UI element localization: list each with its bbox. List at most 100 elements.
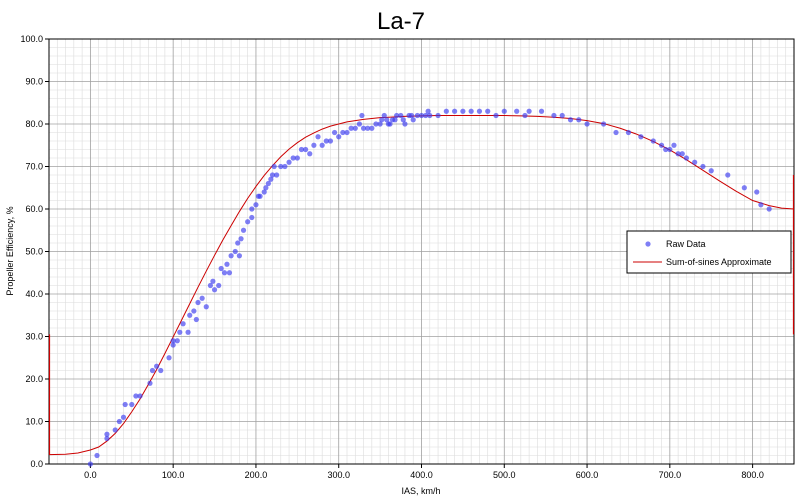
x-tick-label: 500.0 bbox=[493, 470, 516, 480]
data-point bbox=[384, 117, 390, 123]
x-tick-label: 800.0 bbox=[741, 470, 764, 480]
data-point bbox=[576, 117, 582, 123]
data-point bbox=[408, 112, 415, 119]
data-point bbox=[551, 112, 557, 119]
data-point bbox=[170, 342, 176, 348]
y-tick-label: 90.0 bbox=[25, 77, 43, 87]
data-point bbox=[207, 282, 214, 289]
data-point bbox=[238, 236, 244, 242]
data-point bbox=[154, 363, 160, 369]
data-point bbox=[122, 401, 128, 408]
data-point bbox=[667, 146, 673, 153]
legend-label-fit: Sum-of-sines Approximate bbox=[666, 257, 772, 267]
data-point bbox=[235, 240, 241, 246]
data-point bbox=[319, 142, 325, 148]
data-point bbox=[236, 253, 242, 259]
data-point bbox=[522, 112, 528, 119]
data-point bbox=[137, 393, 143, 399]
data-point bbox=[360, 125, 367, 131]
data-point bbox=[269, 172, 276, 178]
data-point bbox=[613, 129, 619, 136]
data-point bbox=[261, 189, 267, 195]
y-tick-label: 50.0 bbox=[25, 247, 43, 257]
data-point bbox=[379, 117, 385, 123]
data-point bbox=[147, 380, 153, 386]
data-point bbox=[501, 108, 507, 114]
data-point bbox=[311, 142, 317, 148]
x-tick-label: 600.0 bbox=[576, 470, 599, 480]
data-point bbox=[359, 112, 365, 119]
x-axis-label: IAS, km/h bbox=[401, 486, 440, 496]
data-point bbox=[218, 265, 224, 272]
data-point bbox=[331, 129, 338, 136]
y-tick-label: 70.0 bbox=[25, 162, 43, 172]
y-tick-label: 0.0 bbox=[30, 459, 43, 469]
data-point bbox=[185, 329, 191, 335]
data-point bbox=[394, 112, 400, 119]
data-point bbox=[249, 214, 255, 221]
data-point bbox=[263, 185, 269, 191]
y-tick-label: 60.0 bbox=[25, 204, 43, 214]
x-tick-label: 400.0 bbox=[410, 470, 433, 480]
legend-marker-raw-data bbox=[645, 241, 651, 247]
data-point bbox=[381, 112, 387, 119]
data-point bbox=[526, 108, 532, 114]
data-point bbox=[485, 108, 491, 114]
data-point bbox=[133, 393, 139, 399]
data-point bbox=[87, 461, 93, 467]
data-point bbox=[271, 163, 277, 170]
data-point bbox=[290, 155, 296, 161]
data-point bbox=[210, 278, 216, 284]
data-point bbox=[340, 129, 346, 136]
y-tick-label: 30.0 bbox=[25, 332, 43, 342]
data-point bbox=[766, 206, 772, 212]
data-point bbox=[170, 338, 176, 344]
data-point bbox=[94, 452, 100, 459]
data-point bbox=[514, 108, 520, 114]
data-point bbox=[377, 121, 383, 127]
data-point bbox=[199, 295, 205, 301]
data-point bbox=[398, 112, 404, 119]
legend-label-raw-data: Raw Data bbox=[666, 239, 706, 249]
data-point bbox=[336, 134, 342, 140]
data-point bbox=[443, 108, 449, 114]
data-point bbox=[387, 121, 393, 127]
data-point bbox=[226, 270, 233, 276]
data-point bbox=[298, 146, 305, 153]
data-point bbox=[468, 108, 474, 114]
data-point bbox=[348, 125, 354, 131]
data-point bbox=[216, 282, 222, 289]
data-point bbox=[203, 304, 209, 310]
data-point bbox=[625, 129, 632, 136]
y-tick-label: 40.0 bbox=[25, 289, 43, 299]
data-point bbox=[149, 367, 156, 374]
data-point bbox=[274, 172, 280, 178]
data-point bbox=[104, 435, 110, 442]
data-point bbox=[414, 112, 420, 119]
data-point bbox=[410, 117, 416, 123]
data-point bbox=[671, 142, 677, 148]
data-point bbox=[166, 355, 172, 361]
data-point bbox=[294, 155, 300, 161]
data-point bbox=[402, 121, 408, 127]
data-point bbox=[129, 401, 135, 408]
chart-title: La-7 bbox=[377, 8, 425, 35]
data-point bbox=[567, 117, 574, 123]
data-point bbox=[315, 134, 321, 140]
data-point bbox=[708, 168, 714, 174]
data-point bbox=[758, 202, 764, 208]
data-point bbox=[400, 117, 406, 123]
data-point bbox=[191, 308, 197, 314]
data-point bbox=[180, 321, 186, 327]
data-point bbox=[741, 185, 747, 191]
data-point bbox=[187, 312, 193, 318]
data-point bbox=[352, 125, 358, 131]
data-point bbox=[158, 367, 164, 374]
x-tick-label: 300.0 bbox=[327, 470, 350, 480]
data-point bbox=[211, 287, 218, 293]
data-point bbox=[265, 180, 271, 187]
data-point bbox=[268, 176, 274, 182]
data-point bbox=[245, 219, 251, 225]
data-point bbox=[253, 202, 259, 208]
